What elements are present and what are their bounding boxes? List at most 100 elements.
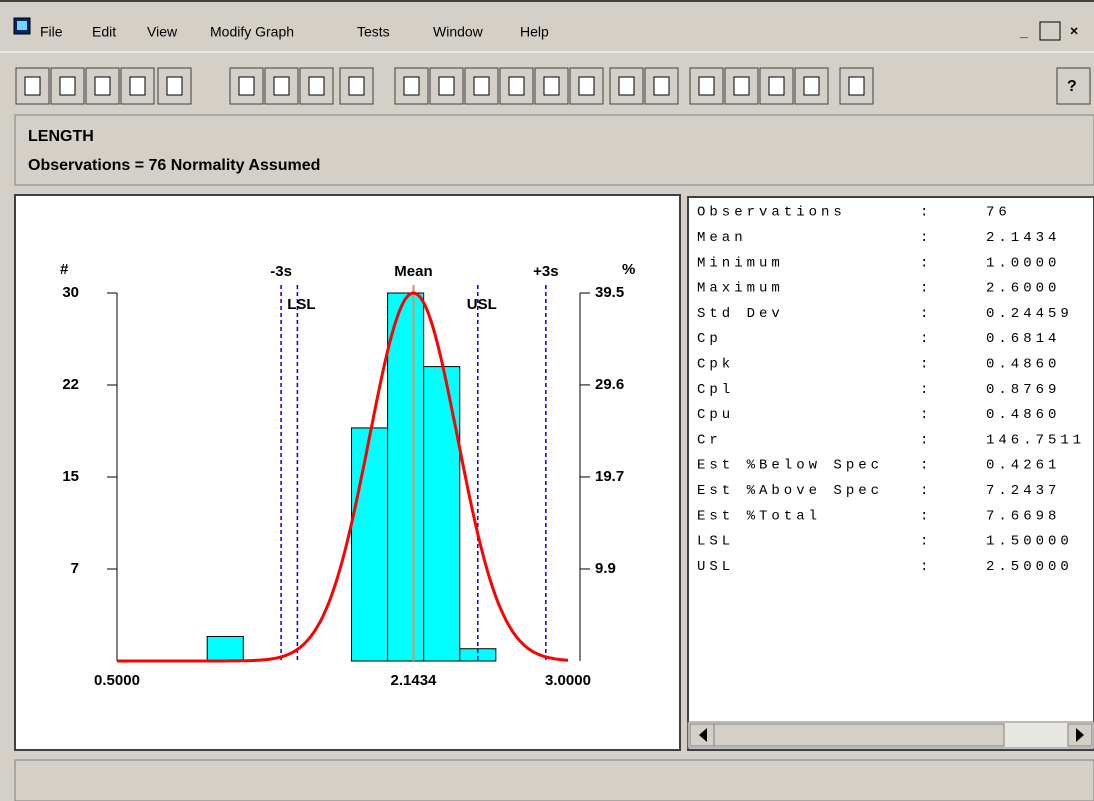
stat-label: Cpl bbox=[697, 382, 734, 398]
toolbar: ? bbox=[15, 67, 1091, 105]
stat-separator: : bbox=[920, 432, 932, 448]
marker-label: +3s bbox=[533, 263, 558, 280]
stat-value: 7.6698 bbox=[986, 508, 1060, 524]
toolbar-icon bbox=[578, 76, 595, 96]
restore-button[interactable] bbox=[1039, 21, 1061, 41]
window-buttons: _ × bbox=[1019, 21, 1078, 41]
header-panel bbox=[14, 114, 1094, 186]
stat-value: 0.6814 bbox=[986, 331, 1060, 347]
scroll-thumb[interactable] bbox=[713, 723, 1005, 747]
bar bbox=[206, 635, 244, 662]
menu-item[interactable]: File bbox=[40, 24, 63, 40]
marker-label: Mean bbox=[394, 263, 432, 280]
stat-label: Cpu bbox=[697, 407, 734, 423]
app-icon-inner bbox=[17, 21, 27, 30]
toolbar-button[interactable] bbox=[499, 67, 534, 105]
stat-separator: : bbox=[920, 230, 932, 246]
chart: 7 15 22 30 9.9 19.7 29.6 39.5 # % 0.5000 2.1434 3.00… bbox=[60, 261, 635, 689]
stat-value: 0.4860 bbox=[986, 407, 1060, 423]
stat-value: 0.8769 bbox=[986, 382, 1060, 398]
menu-item[interactable]: Tests bbox=[357, 24, 390, 40]
bar bbox=[387, 292, 425, 662]
stat-label: Est %Total bbox=[697, 508, 821, 524]
stat-label: LSL bbox=[697, 534, 734, 550]
stats-panel bbox=[687, 196, 1094, 751]
normal-curve bbox=[117, 291, 569, 663]
toolbar-icon bbox=[653, 76, 670, 96]
status-bar bbox=[14, 759, 1094, 801]
stat-label: Std Dev bbox=[697, 306, 784, 322]
stat-separator: : bbox=[920, 382, 932, 398]
menu-item[interactable]: Modify Graph bbox=[210, 24, 294, 40]
stat-separator: : bbox=[920, 508, 932, 524]
bar bbox=[459, 648, 497, 662]
header-subtitle: Observations = 76 Normality Assumed bbox=[28, 157, 320, 174]
stat-label: Cpk bbox=[697, 357, 734, 373]
toolbar-icon bbox=[733, 76, 750, 96]
y2-tick-label: 19.7 bbox=[595, 468, 624, 485]
toolbar-icon bbox=[308, 76, 325, 96]
stat-separator: : bbox=[920, 458, 932, 474]
stat-label: Est %Above Spec bbox=[697, 483, 883, 499]
y-tick-label: 22 bbox=[62, 376, 79, 393]
toolbar-icon bbox=[238, 76, 255, 96]
stat-label: Maximum bbox=[697, 281, 784, 297]
stat-separator: : bbox=[920, 357, 932, 373]
menu-item[interactable]: View bbox=[147, 24, 178, 40]
header-title: LENGTH bbox=[28, 128, 94, 145]
x-tick-label: 3.0000 bbox=[545, 672, 591, 689]
toolbar-button-help[interactable] bbox=[1056, 67, 1091, 105]
stat-label: Mean bbox=[697, 230, 747, 246]
toolbar-icon bbox=[803, 76, 820, 96]
stat-value: 1.50000 bbox=[986, 534, 1073, 550]
y2-tick-label: 9.9 bbox=[595, 560, 616, 577]
y2-tick-label: 29.6 bbox=[595, 376, 624, 393]
bar bbox=[351, 427, 389, 662]
toolbar-icon bbox=[618, 76, 635, 96]
menu-item[interactable]: Help bbox=[520, 24, 549, 40]
menu-item[interactable]: Window bbox=[433, 24, 484, 40]
toolbar-icon bbox=[129, 76, 146, 96]
menu-bar: File Edit View Modify Graph Tests Window Help bbox=[40, 24, 549, 40]
stats-table: Observations: 76 Mean: 2.1434 Minimum: 1.0000… bbox=[697, 205, 1081, 575]
stat-separator: : bbox=[920, 559, 932, 575]
menu-item[interactable]: Edit bbox=[92, 24, 116, 40]
stat-value: 2.6000 bbox=[986, 281, 1060, 297]
y-tick-label: 30 bbox=[62, 284, 79, 301]
stat-separator: : bbox=[920, 534, 932, 550]
stat-label: Cp bbox=[697, 331, 722, 347]
stat-value: 0.24459 bbox=[986, 306, 1073, 322]
stat-value: 7.2437 bbox=[986, 483, 1060, 499]
stat-separator: : bbox=[920, 407, 932, 423]
y-tick-label: 15 bbox=[62, 468, 79, 485]
toolbar-icon bbox=[94, 76, 111, 96]
stat-label: Minimum bbox=[697, 255, 784, 271]
stat-label: Est %Below Spec bbox=[697, 458, 883, 474]
stat-separator: : bbox=[920, 331, 932, 347]
bar bbox=[423, 366, 461, 662]
toolbar-icon bbox=[24, 76, 41, 96]
stat-separator: : bbox=[920, 255, 932, 271]
toolbar-icon bbox=[273, 76, 290, 96]
stat-value: 76 bbox=[986, 205, 1011, 221]
minimize-button[interactable]: _ bbox=[1019, 24, 1028, 40]
stat-label: Cr bbox=[697, 432, 722, 448]
toolbar-icon bbox=[698, 76, 715, 96]
close-button[interactable]: × bbox=[1070, 23, 1078, 39]
toolbar-icon bbox=[543, 76, 560, 96]
toolbar-icon bbox=[848, 76, 865, 96]
x-tick-label: 0.5000 bbox=[94, 672, 140, 689]
stat-value: 2.1434 bbox=[986, 230, 1060, 246]
toolbar-icon: ? bbox=[1067, 78, 1077, 95]
arrow-right bbox=[1076, 728, 1084, 742]
stat-separator: : bbox=[920, 281, 932, 297]
toolbar-icon bbox=[348, 76, 365, 96]
toolbar-icon bbox=[473, 76, 490, 96]
stat-value: 2.50000 bbox=[986, 559, 1073, 575]
stat-label: Observations bbox=[697, 205, 846, 221]
y2-tick-label: 39.5 bbox=[595, 284, 624, 301]
y-axis-label: # bbox=[60, 261, 69, 278]
stat-label: USL bbox=[697, 559, 734, 575]
stat-value: 0.4860 bbox=[986, 357, 1060, 373]
toolbar-icon bbox=[508, 76, 525, 96]
